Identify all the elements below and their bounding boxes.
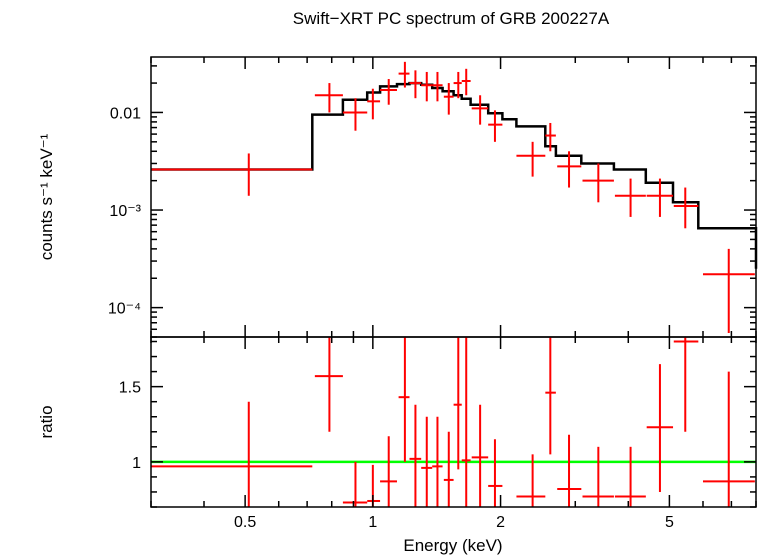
x-axis-label: Energy (keV) [403,536,502,555]
spectrum-point-5 [380,79,397,105]
model-layer [151,81,758,269]
spectrum-point-22 [702,248,755,333]
ratio-point-19 [614,446,646,507]
ratio-point-7 [409,404,422,507]
ratio-point-17 [557,434,582,507]
ratio-point-5 [380,436,397,507]
spectrum-panel: 0.01 10⁻³ 10⁻⁴ [108,56,758,338]
spectrum-point-8 [421,71,433,102]
ratio-point-8 [421,416,433,507]
spectrum-point-19 [614,178,646,217]
ratio-panel: 11.5 [119,336,757,508]
spectrum-point-14 [488,110,503,142]
spectrum-y-tick-label: 0.01 [110,105,141,122]
x-tick-label: 5 [665,514,674,531]
spectrum-point-20 [646,178,674,217]
spectrum-point-15 [516,141,546,177]
spectrum-point-10 [443,83,454,115]
ratio-point-6 [398,337,410,462]
ratio-point-22 [702,371,755,507]
spectrum-point-6 [398,61,410,88]
ratio-y-tick-label: 1 [132,455,141,472]
ratio-point-11 [453,337,462,470]
x-tick-labels: 0.5 1 2 5 [234,514,674,531]
ratio-ticks: 11.5 [119,337,757,508]
ratio-point-20 [646,364,674,492]
spectrum-point-2 [314,83,343,113]
ratio-point-14 [488,439,503,507]
ratio-y-axis-label: ratio [37,405,56,438]
spectrum-y-tick-label: 10⁻³ [109,203,141,220]
spectrum-ticks: 0.01 10⁻³ 10⁻⁴ [108,57,757,338]
spectrum-point-7 [409,70,422,99]
ratio-point-2 [314,337,343,432]
spectrum-point-11 [453,71,462,99]
ratio-data-layer [151,337,755,507]
ratio-point-9 [432,416,443,507]
x-tick-label: 1 [368,514,377,531]
ratio-point-21 [673,337,699,432]
ratio-point-15 [516,454,546,507]
spectrum-point-3 [342,98,368,131]
ratio-point-18 [582,446,614,507]
data-layer [151,61,755,333]
spectrum-y-tick-label: 10⁻⁴ [108,301,141,318]
spectrum-point-18 [582,163,614,203]
spectrum-point-1 [151,153,313,196]
ratio-point-13 [471,404,489,507]
spectrum-point-16 [545,122,556,152]
spectrum-point-4 [367,88,381,120]
spectrum-point-21 [673,187,699,229]
ratio-point-12 [461,337,471,507]
ratio-y-tick-label: 1.5 [119,380,141,397]
ratio-point-16 [545,337,556,455]
ratio-point-10 [443,431,454,507]
spectrum-frame [150,56,757,338]
spectrum-point-9 [432,71,443,102]
ratio-point-4 [367,464,381,507]
chart-title: Swift−XRT PC spectrum of GRB 200227A [293,9,610,28]
ratio-point-1 [151,401,313,507]
spectrum-point-17 [557,151,582,188]
spectrum-y-axis-label: counts s⁻¹ keV⁻¹ [37,133,56,260]
x-tick-label: 2 [496,514,505,531]
spectrum-point-12 [461,68,471,96]
ratio-point-3 [342,461,368,507]
spectrum-point-13 [471,95,489,125]
model-step-line [151,81,758,269]
ratio-frame [150,336,757,508]
x-tick-label: 0.5 [234,514,256,531]
